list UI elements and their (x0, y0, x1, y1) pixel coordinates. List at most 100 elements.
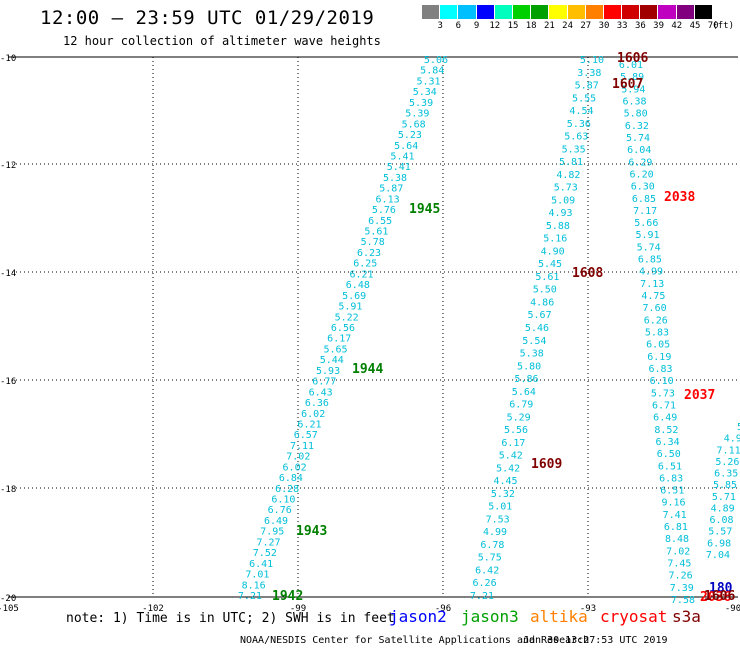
swh-value: 5.65 (323, 344, 347, 355)
swh-value: 6.78 (480, 540, 504, 551)
latitude-label: -18 (0, 485, 16, 495)
page-title: 12:00 – 23:59 UTC 01/29/2019 (40, 7, 375, 29)
swh-value: 4.99 (483, 527, 507, 538)
pass-time-label: 2036 (700, 590, 731, 605)
color-scale-label: (ft) (712, 21, 735, 31)
color-scale-label: 18 (525, 21, 537, 31)
swh-value: 5.09 (551, 195, 575, 206)
satellite-altika: altika (530, 607, 588, 626)
swh-value: 4.54 (569, 106, 593, 117)
swh-value: 5.39 (409, 98, 433, 109)
swh-value: 5.64 (512, 387, 536, 398)
swh-value: 6.55 (368, 216, 392, 227)
swh-value: 7.39 (670, 583, 694, 594)
swh-value: 5.69 (342, 291, 366, 302)
color-scale-label: 9 (473, 21, 480, 31)
color-scale-label: 3 (437, 21, 443, 31)
swh-value: 6.10 (271, 495, 295, 506)
swh-value: 5.46 (525, 323, 549, 334)
swh-value: 5.74 (637, 242, 661, 253)
swh-value: 7.45 (667, 559, 691, 570)
swh-value: 7.11 (717, 445, 740, 456)
swh-value: 5.66 (634, 218, 658, 229)
swh-value: 5.36 (567, 119, 591, 130)
swh-value: 8.48 (665, 534, 689, 545)
swh-value: 5.86 (514, 374, 538, 385)
color-swatch (640, 5, 659, 19)
swh-value: 7.52 (253, 548, 277, 559)
swh-value: 7.02 (286, 452, 310, 463)
swh-value: 6.41 (249, 559, 273, 570)
swh-value: 5.94 (621, 84, 645, 95)
latitude-label: -16 (0, 377, 16, 387)
swh-value: 6.42 (475, 565, 499, 576)
swh-value: 6.26 (644, 315, 668, 326)
swh-value: 5.23 (398, 130, 422, 141)
swh-value: 5.71 (712, 492, 736, 503)
swh-value: 6.05 (646, 340, 670, 351)
swh-value: 5.38 (520, 349, 544, 360)
swh-value: 5.91 (635, 230, 659, 241)
color-swatch (494, 5, 513, 19)
swh-value: 5.78 (361, 237, 385, 248)
color-scale-label: 42 (671, 21, 683, 31)
swh-value: 7.58 (671, 595, 695, 606)
pass-time-label: 1606 (704, 589, 735, 604)
swh-value: 6.28 (275, 484, 299, 495)
swh-value: 6.21 (350, 269, 374, 280)
footer-timestamp: Jan 30 13:27:53 UTC 2019 (523, 635, 668, 646)
swh-value: 6.02 (283, 462, 307, 473)
swh-value: 5.29 (507, 412, 531, 423)
swh-value: 5.64 (394, 141, 418, 152)
swh-value: 5.87 (575, 81, 599, 92)
swh-value: 5.75 (478, 553, 502, 564)
swh-value: 5.81 (559, 157, 583, 168)
swh-value: 5.74 (626, 133, 650, 144)
color-scale-label: 30 (598, 21, 610, 31)
color-scale-label: 33 (616, 21, 628, 31)
swh-value: 3.38 (577, 68, 601, 79)
color-scale-label: 6 (455, 21, 462, 31)
pass-time-label: 1606 (617, 51, 648, 66)
swh-value: 5.56 (504, 425, 528, 436)
latitude-label: -10 (0, 54, 16, 64)
latitude-label: -20 (0, 594, 16, 604)
swh-value: 7.02 (666, 546, 690, 557)
swh-value: 6.20 (630, 169, 654, 180)
swh-value: 5.42 (496, 463, 520, 474)
swh-value: 5.68 (402, 119, 426, 130)
swh-value: 7.17 (633, 206, 657, 217)
pass-time-label: 1942 (272, 589, 303, 604)
swh-value: 5.91 (338, 302, 362, 313)
satellite-jason2: jason2 (389, 607, 447, 626)
swh-value: 6.02 (301, 409, 325, 420)
pass-time-label: 1943 (296, 524, 327, 539)
swh-value: 6.25 (353, 259, 377, 270)
swh-value: 4.90 (541, 246, 565, 257)
swh-value: 5.06 (424, 55, 448, 66)
swh-value: 6.83 (648, 364, 672, 375)
longitude-label: -105 (0, 604, 19, 614)
swh-value: 5.01 (488, 502, 512, 513)
swh-value: 7.04 (706, 550, 730, 561)
satellite-s3a: s3a (672, 607, 701, 626)
color-swatch (422, 5, 441, 19)
swh-value: 5.44 (320, 355, 344, 366)
footer-credit: NOAA/NESDIS Center for Satellite Applica… (240, 635, 590, 646)
pass-time-label: 1608 (572, 266, 603, 281)
swh-value: 5 (737, 422, 740, 433)
swh-value: 5.34 (413, 87, 437, 98)
swh-value: 6.38 (622, 96, 646, 107)
swh-value: 6.21 (297, 419, 321, 430)
swh-value: 7.01 (245, 570, 269, 581)
swh-value: 5.45 (538, 259, 562, 270)
swh-value: 7.26 (669, 571, 693, 582)
swh-value: 9.16 (661, 498, 685, 509)
swh-value: 7.60 (643, 303, 667, 314)
color-scale-labels: 3 6 9 12 15 18 21 24 27 30 33 36 39 42 45 70 (ft) (422, 21, 740, 35)
swh-value: 4.99 (639, 267, 663, 278)
swh-value: 4.75 (641, 291, 665, 302)
color-scale-label: 45 (689, 21, 701, 31)
color-scale-label: 39 (653, 21, 665, 31)
